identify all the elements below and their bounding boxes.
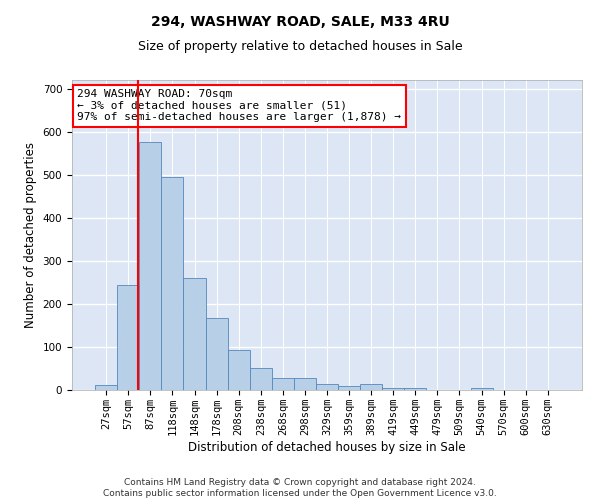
Bar xyxy=(227,350,250,390)
Bar xyxy=(161,177,184,390)
Y-axis label: Number of detached properties: Number of detached properties xyxy=(24,142,37,328)
Bar xyxy=(382,388,404,390)
Bar xyxy=(404,388,427,390)
Bar xyxy=(184,278,206,390)
Bar xyxy=(338,386,360,390)
Text: Contains HM Land Registry data © Crown copyright and database right 2024.
Contai: Contains HM Land Registry data © Crown c… xyxy=(103,478,497,498)
Bar xyxy=(117,285,139,390)
Bar xyxy=(95,385,117,390)
Bar xyxy=(272,378,294,390)
Bar xyxy=(360,384,382,390)
X-axis label: Distribution of detached houses by size in Sale: Distribution of detached houses by size … xyxy=(188,440,466,454)
Bar xyxy=(294,378,316,390)
Bar xyxy=(139,142,161,390)
Bar xyxy=(206,318,227,390)
Text: 294, WASHWAY ROAD, SALE, M33 4RU: 294, WASHWAY ROAD, SALE, M33 4RU xyxy=(151,15,449,29)
Text: Size of property relative to detached houses in Sale: Size of property relative to detached ho… xyxy=(137,40,463,53)
Bar xyxy=(250,368,272,390)
Text: 294 WASHWAY ROAD: 70sqm
← 3% of detached houses are smaller (51)
97% of semi-det: 294 WASHWAY ROAD: 70sqm ← 3% of detached… xyxy=(77,90,401,122)
Bar xyxy=(470,388,493,390)
Bar xyxy=(316,384,338,390)
